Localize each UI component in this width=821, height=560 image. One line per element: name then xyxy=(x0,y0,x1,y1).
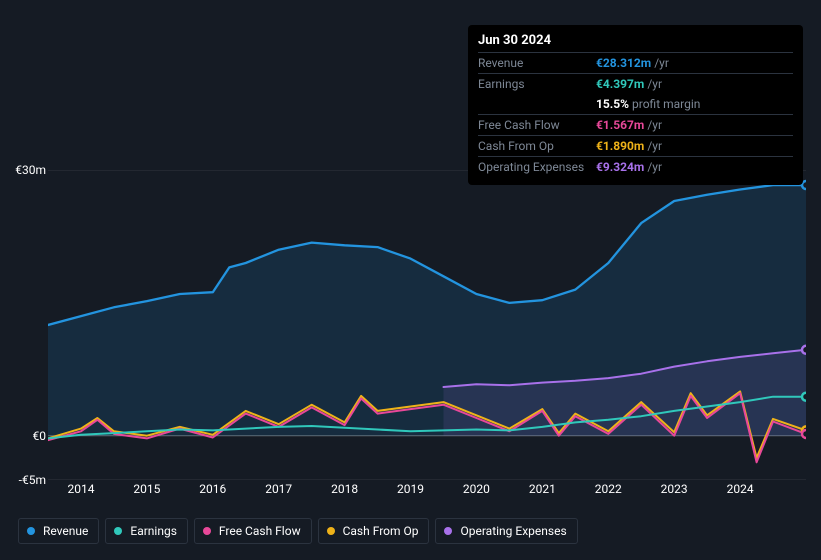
tooltip-row: Free Cash Flow€1.567m/yr xyxy=(478,114,793,135)
tooltip-row-value: 15.5% xyxy=(596,97,629,111)
tooltip-row: Earnings€4.397m/yr xyxy=(478,73,793,94)
tooltip-row-label: Free Cash Flow xyxy=(478,118,596,132)
tooltip-row: Revenue€28.312m/yr xyxy=(478,52,793,73)
legend-item[interactable]: Free Cash Flow xyxy=(194,518,312,544)
tooltip-row-unit: /yr xyxy=(654,56,669,70)
legend-dot-icon xyxy=(27,527,35,535)
tooltip-rows: Revenue€28.312m/yrEarnings€4.397m/yr15.5… xyxy=(478,52,793,177)
x-axis-label: 2020 xyxy=(463,482,490,496)
y-axis-label: €0 xyxy=(33,429,47,443)
legend-dot-icon xyxy=(327,527,335,535)
x-axis-label: 2024 xyxy=(727,482,754,496)
tooltip-row-label: Revenue xyxy=(478,56,596,70)
x-axis-label: 2015 xyxy=(133,482,160,496)
chart-area[interactable]: €30m €0 -€5m 2014 2015 2016 2017 2018 2019 2020 2… xyxy=(18,158,806,500)
tooltip-row-value: €1.567m xyxy=(596,118,644,132)
x-axis-label: 2018 xyxy=(331,482,358,496)
chart-tooltip: Jun 30 2024 Revenue€28.312m/yrEarnings€4… xyxy=(468,25,803,185)
x-axis-label: 2019 xyxy=(397,482,424,496)
tooltip-row-value: €28.312m xyxy=(596,56,651,70)
legend-label: Revenue xyxy=(43,524,88,538)
tooltip-row-label: Cash From Op xyxy=(478,139,596,153)
x-axis-label: 2022 xyxy=(595,482,622,496)
chart-container: Jun 30 2024 Revenue€28.312m/yrEarnings€4… xyxy=(0,0,821,560)
tooltip-row-value: €4.397m xyxy=(596,77,644,91)
legend-dot-icon xyxy=(444,527,452,535)
tooltip-title: Jun 30 2024 xyxy=(478,33,793,52)
y-axis-label: €30m xyxy=(15,163,46,177)
legend-dot-icon xyxy=(114,527,122,535)
legend-item[interactable]: Cash From Op xyxy=(318,518,430,544)
legend-label: Earnings xyxy=(130,524,177,538)
legend-label: Free Cash Flow xyxy=(219,524,301,538)
tooltip-row-label: Earnings xyxy=(478,77,596,91)
tooltip-row-label xyxy=(478,97,596,111)
tooltip-row-value: €1.890m xyxy=(596,139,644,153)
legend-item[interactable]: Revenue xyxy=(18,518,99,544)
x-axis-label: 2021 xyxy=(529,482,556,496)
x-axis-label: 2016 xyxy=(199,482,226,496)
tooltip-row-unit: profit margin xyxy=(632,97,700,111)
tooltip-row: Cash From Op€1.890m/yr xyxy=(478,135,793,156)
tooltip-row-unit: /yr xyxy=(647,160,662,174)
tooltip-row-label: Operating Expenses xyxy=(478,160,596,174)
legend: Revenue Earnings Free Cash Flow Cash From O… xyxy=(18,518,578,544)
legend-label: Cash From Op xyxy=(343,524,419,538)
tooltip-row-unit: /yr xyxy=(647,77,662,91)
chart-svg xyxy=(48,170,806,480)
tooltip-row-unit: /yr xyxy=(647,118,662,132)
legend-item[interactable]: Operating Expenses xyxy=(435,518,577,544)
legend-label: Operating Expenses xyxy=(460,524,566,538)
legend-item[interactable]: Earnings xyxy=(105,518,188,544)
tooltip-row-unit: /yr xyxy=(647,139,662,153)
tooltip-row-value: €9.324m xyxy=(596,160,644,174)
y-axis-label: -€5m xyxy=(19,473,46,487)
tooltip-row: 15.5%profit margin xyxy=(478,94,793,114)
tooltip-row: Operating Expenses€9.324m/yr xyxy=(478,156,793,177)
x-axis-label: 2023 xyxy=(661,482,688,496)
legend-dot-icon xyxy=(203,527,211,535)
x-axis-label: 2017 xyxy=(265,482,292,496)
x-axis-label: 2014 xyxy=(67,482,94,496)
